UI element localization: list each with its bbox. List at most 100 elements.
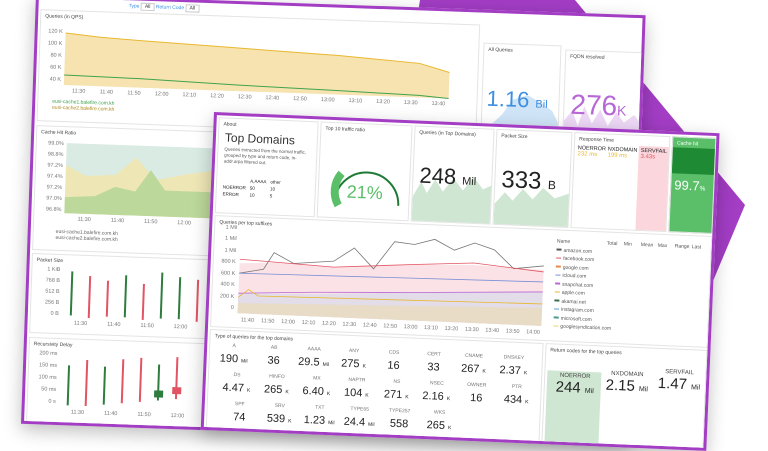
query-type-stat: HINFO 265 K xyxy=(263,373,289,397)
query-type-stat: SRV 539 K xyxy=(266,402,292,426)
y-tick-label: 97.0% xyxy=(46,195,62,203)
cache-hit-chart xyxy=(64,143,217,219)
query-type-stat: OWNER 16 xyxy=(467,381,487,405)
packet-size-candles xyxy=(69,271,200,322)
y-tick-label: 120 K xyxy=(48,28,63,35)
suffixes-panel: Queries per top suffixes 1 Mil 1 Mil 1 Mil… xyxy=(209,215,713,348)
y-tick-label: 99.0% xyxy=(48,140,64,148)
y-tick-label: 96.8% xyxy=(45,206,62,214)
y-tick-label: 0 xyxy=(230,304,234,311)
recursivity-delay-panel: Recursivity Delay 200 ms 150 ms 100 ms 50 m… xyxy=(26,336,209,429)
query-type-stat: A 190 Mil xyxy=(219,342,248,366)
about-table: A,AAAA other NOERROR 50 10 ERROR 10 5 xyxy=(222,178,281,199)
series-color-swatch xyxy=(555,282,561,285)
y-tick-label: 150 ms xyxy=(38,362,58,369)
about-panel: About Top Domains Queries extracted from… xyxy=(214,117,319,218)
x-tick-label: 11:40 xyxy=(99,89,114,96)
x-tick-label: 12:50 xyxy=(383,323,398,330)
qps-legend: eusi-cache1.balefire.com.kh eusi-cache2.… xyxy=(52,99,115,113)
suffixes-legend: Name Total Min Mean Max Range Last amazon.com fa… xyxy=(553,238,709,335)
x-tick-label: 14:00 xyxy=(526,329,541,336)
x-tick-label: 11:50 xyxy=(260,318,275,325)
rt-noerror: NOERROR 232 ms xyxy=(577,145,607,159)
back-dashboard: Type All Return Code All Queries (in QPS… xyxy=(20,0,646,446)
y-tick-label: 40 K xyxy=(49,76,62,83)
y-tick-label: 768 B xyxy=(45,277,61,285)
query-type-stat: DS 4.47 K xyxy=(222,372,251,395)
y-tick-label: 60 K xyxy=(50,64,62,71)
return-code-stat: NXDOMAIN 2.15 Mil xyxy=(605,370,649,395)
y-tick-label: 0 B xyxy=(50,310,59,317)
x-tick-label: 13:00 xyxy=(403,324,418,331)
query-type-stat: CDS 16 xyxy=(387,349,400,372)
packet-size-panel: Packet Size 333 B xyxy=(492,128,573,228)
x-tick-label: 12:40 xyxy=(362,322,377,329)
y-tick-label: 97.2% xyxy=(47,162,64,170)
x-tick-label: 13:20 xyxy=(444,325,459,333)
about-description: Queries extracted from the normal traffi… xyxy=(223,146,307,165)
query-type-stat: AB 36 xyxy=(267,344,281,367)
x-tick-label: 11:40 xyxy=(110,217,125,225)
x-tick-label: 11:40 xyxy=(240,317,255,324)
x-tick-label: 12:10 xyxy=(182,92,197,99)
query-type-stat: SPF 74 xyxy=(232,401,246,424)
type-select[interactable]: All xyxy=(140,2,155,12)
y-tick-label: 800 K xyxy=(221,258,236,266)
x-tick-label: 11:40 xyxy=(103,410,118,418)
y-tick-label: 0 s xyxy=(48,398,56,405)
traffic-ratio-panel: Top 10 traffic ratio 21% xyxy=(316,121,413,222)
y-tick-label: 1 Mil xyxy=(224,235,237,243)
series-color-swatch xyxy=(556,248,562,251)
x-tick-label: 11:50 xyxy=(127,90,141,97)
y-tick-label: 80 K xyxy=(50,52,62,59)
ratio-gauge xyxy=(330,170,400,208)
queries-top-domains-panel: Queries (in Top Domains) 248 Mil xyxy=(410,125,495,225)
x-tick-label: 11:30 xyxy=(73,320,88,327)
query-type-stat: TYPE65 24.4 Mil xyxy=(343,405,375,429)
sparkline xyxy=(411,176,494,225)
cache-legend: eusi-cache1.balefire.com.kh eusi-cache2.… xyxy=(55,229,118,243)
rt-nxdomain: NXDOMAIN 199 ms xyxy=(607,146,638,160)
series-color-swatch xyxy=(554,299,560,302)
query-type-stat: TYPE257 558 xyxy=(388,407,411,431)
x-tick-label: 12:40 xyxy=(265,95,280,102)
query-type-stat: NSEC 2.16 K xyxy=(422,380,451,403)
x-tick-label: 11:40 xyxy=(107,321,121,329)
series-color-swatch xyxy=(554,308,560,311)
query-type-stat: CNAME 267 K xyxy=(460,352,486,376)
series-color-swatch xyxy=(555,265,561,268)
series-color-swatch xyxy=(553,325,559,328)
y-tick-label: 1 KiB xyxy=(47,266,61,274)
query-types-panel: Type of queries for the top domains A 190… xyxy=(205,329,544,443)
suffixes-chart xyxy=(237,238,544,326)
return-code-select[interactable]: All xyxy=(185,4,200,13)
x-tick-label: 12:00 xyxy=(173,324,188,331)
sparkline xyxy=(493,187,571,228)
x-tick-label: 13:00 xyxy=(320,97,335,104)
x-tick-label: 11:30 xyxy=(77,216,91,224)
x-tick-label: 13:40 xyxy=(485,327,500,335)
x-tick-label: 13:30 xyxy=(403,99,418,107)
y-tick-label: 400 K xyxy=(220,281,235,289)
y-tick-label: 1 Mil xyxy=(225,224,238,232)
x-tick-label: 11:50 xyxy=(137,411,151,419)
x-tick-label: 11:50 xyxy=(140,322,154,330)
y-tick-label: 256 B xyxy=(44,299,60,306)
y-tick-label: 50 ms xyxy=(41,386,57,393)
y-tick-label: 98.8% xyxy=(47,151,64,159)
x-tick-label: 12:20 xyxy=(321,320,336,328)
recursivity-candles xyxy=(66,357,182,407)
x-tick-label: 11:30 xyxy=(71,88,86,95)
x-tick-label: 12:30 xyxy=(237,94,252,101)
y-tick-label: 512 B xyxy=(45,288,60,296)
query-type-stat: WKS 265 K xyxy=(426,409,452,432)
x-tick-label: 12:00 xyxy=(170,412,185,420)
return-code-stat: SERVFAIL 1.47 Mil xyxy=(657,369,701,394)
return-code-stat: NOERROR 244 Mil xyxy=(555,372,594,397)
about-title: Top Domains xyxy=(224,130,296,148)
x-tick-label: 12:50 xyxy=(293,96,308,103)
query-type-stat: NAPTR 104 K xyxy=(343,376,369,400)
cache-hit-panel: Cache Hit Ratio 99.0% 98.8% 97.2% 97.4% 97.2… xyxy=(32,125,217,257)
